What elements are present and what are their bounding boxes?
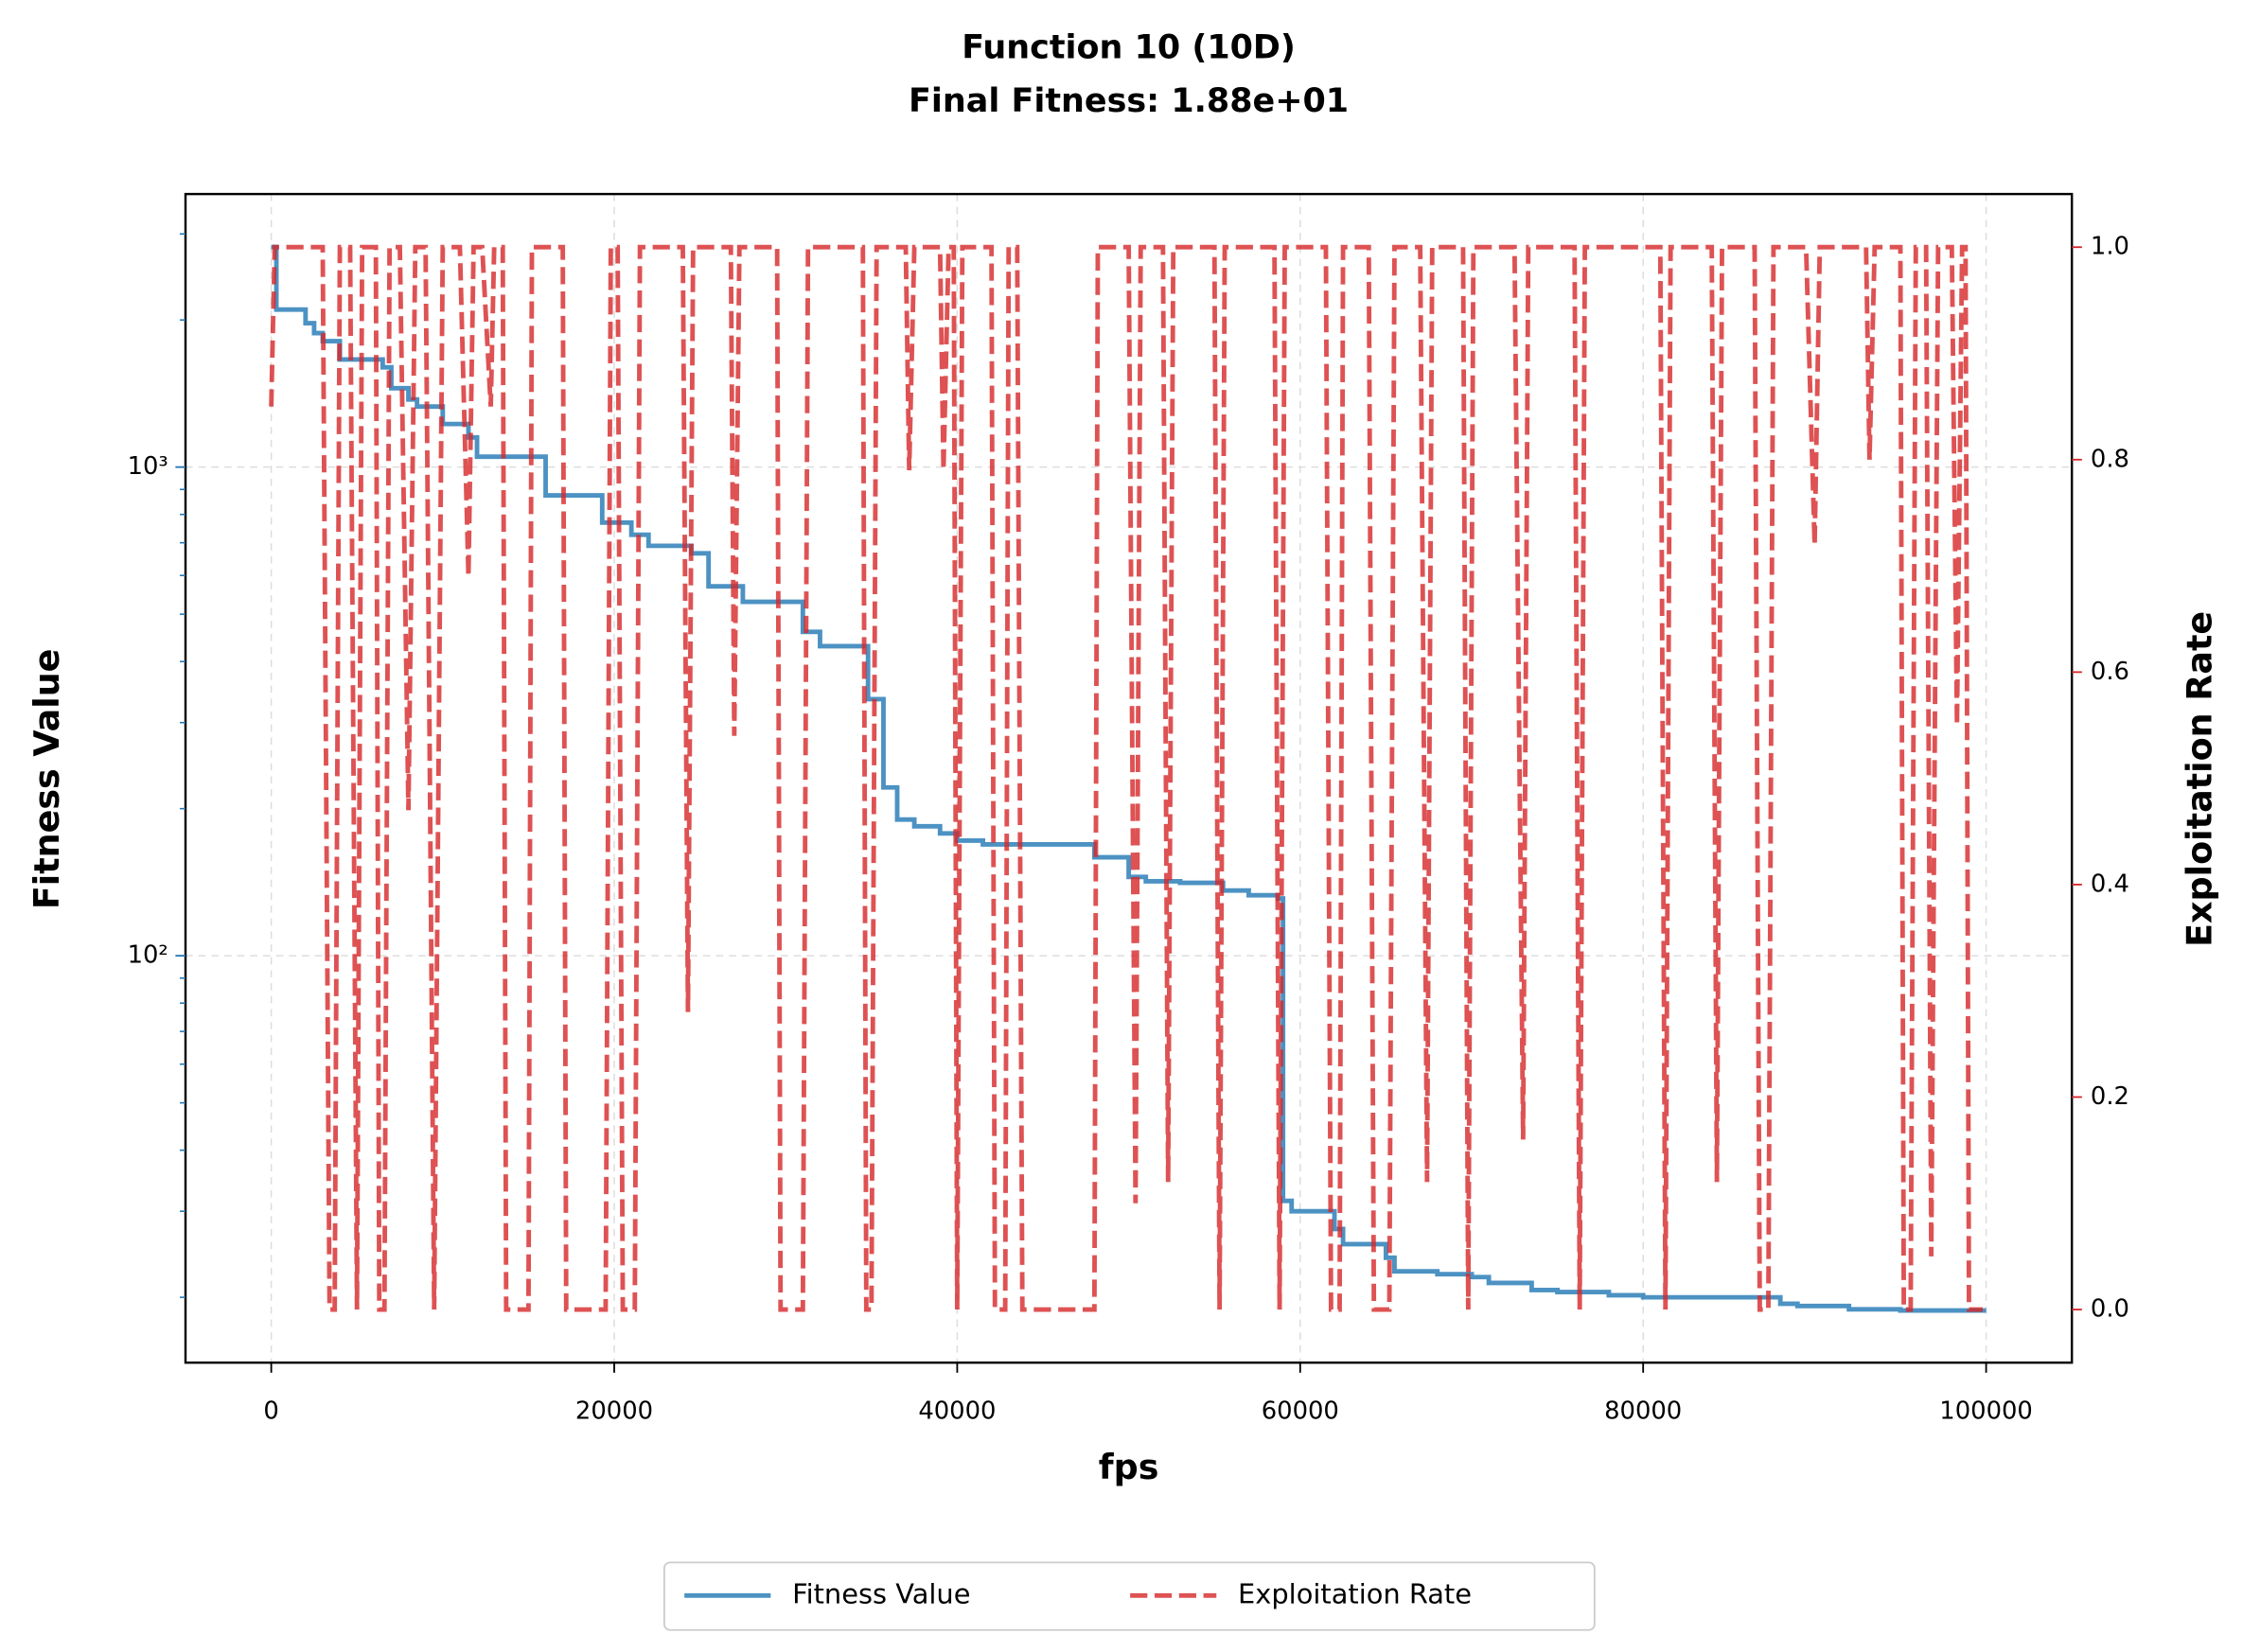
chart-title: Function 10 (10D) <box>962 29 1296 67</box>
x-tick-label: 40000 <box>918 1397 996 1425</box>
y2-tick-label: 0.8 <box>2091 445 2129 473</box>
y-tick-label: 10² <box>128 941 168 970</box>
series-line <box>271 244 1987 1313</box>
y2-tick-label: 0.4 <box>2091 870 2129 898</box>
legend-label: Fitness Value <box>792 1577 970 1609</box>
ticks: 0 20000 40000 60000 80000 100000 10² 10³ 0.0 0.2 0… <box>128 233 2129 1426</box>
y2-tick-label: 0.2 <box>2091 1082 2129 1111</box>
axes-frame <box>184 192 2074 1364</box>
x-tick-label: 20000 <box>575 1397 653 1425</box>
y2-tick-label: 1.0 <box>2091 233 2129 261</box>
y2-tick-label: 0.0 <box>2091 1295 2129 1324</box>
legend-label: Exploitation Rate <box>1238 1577 1472 1609</box>
y-axis-label: Fitness Value <box>26 649 67 910</box>
plot-area <box>269 244 1987 1313</box>
chart-subtitle: Final Fitness: 1.88e+01 <box>909 82 1349 120</box>
series-line <box>269 244 1983 1312</box>
x-tick-label: 0 <box>263 1397 278 1425</box>
x-axis-label: fps <box>1099 1447 1159 1487</box>
x-tick-label: 60000 <box>1262 1397 1339 1425</box>
y-tick-label: 10³ <box>128 452 168 481</box>
x-tick-label: 80000 <box>1604 1397 1682 1425</box>
legend: Fitness Value Exploitation Rate <box>684 1577 1472 1609</box>
y2-axis-label: Exploitation Rate <box>2179 611 2219 947</box>
legend-box <box>662 1561 1596 1631</box>
x-tick-label: 100000 <box>1939 1397 2033 1425</box>
y2-tick-label: 0.6 <box>2091 658 2129 686</box>
